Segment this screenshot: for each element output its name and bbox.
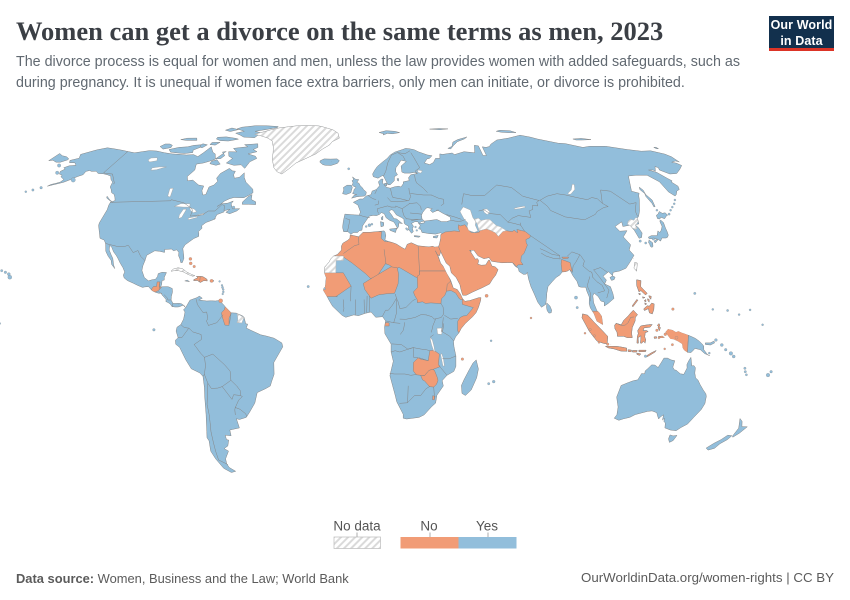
svg-text:No: No <box>420 519 437 534</box>
svg-text:Yes: Yes <box>476 519 498 534</box>
svg-text:No data: No data <box>333 519 381 534</box>
